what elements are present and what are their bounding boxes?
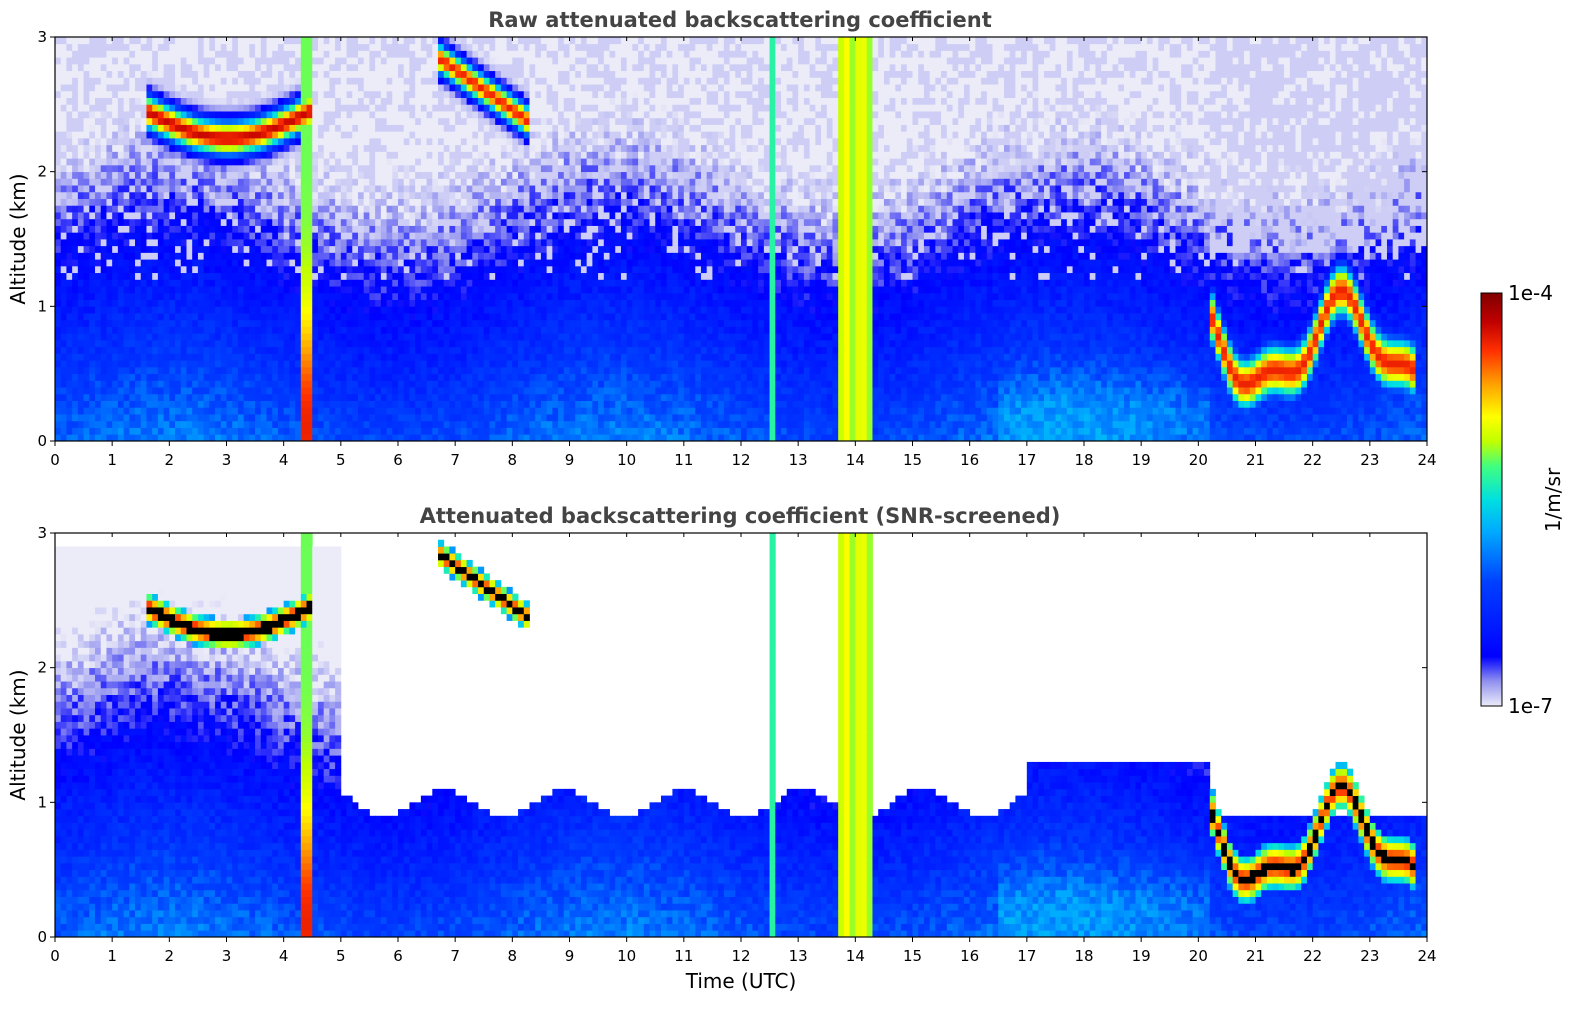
x-tick-label: 14 [846, 947, 865, 965]
y-tick-label: 3 [37, 524, 47, 542]
y-tick-label: 2 [37, 163, 47, 181]
x-tick-label: 19 [1132, 451, 1151, 469]
x-tick-label: 15 [903, 947, 922, 965]
x-tick-label: 3 [222, 451, 232, 469]
x-tick-label: 14 [846, 451, 865, 469]
bottom-y-axis-label: Altitude (km) [6, 669, 30, 800]
x-tick-label: 13 [789, 451, 808, 469]
x-tick-label: 5 [336, 947, 346, 965]
x-tick-label: 13 [789, 947, 808, 965]
x-tick-label: 12 [731, 451, 750, 469]
x-tick-label: 18 [1074, 451, 1093, 469]
x-tick-label: 9 [565, 947, 575, 965]
x-tick-label: 4 [279, 451, 289, 469]
colorbar-gradient [1481, 293, 1502, 706]
x-tick-label: 6 [393, 451, 403, 469]
x-tick-label: 22 [1303, 947, 1322, 965]
x-tick-label: 7 [450, 947, 460, 965]
x-tick-label: 21 [1246, 947, 1265, 965]
y-tick-label: 3 [37, 28, 47, 46]
colorbar-max-label: 1e-4 [1508, 281, 1553, 305]
top-heatmap [55, 37, 1427, 441]
y-tick-label: 1 [37, 297, 47, 315]
x-tick-label: 12 [731, 947, 750, 965]
top-panel: Raw attenuated backscattering coefficien… [6, 8, 1437, 469]
colorbar: 1e-4 1e-7 1/m/sr [1481, 281, 1565, 718]
x-tick-label: 17 [1017, 451, 1036, 469]
bottom-panel-title: Attenuated backscattering coefficient (S… [420, 504, 1061, 528]
x-tick-label: 20 [1189, 451, 1208, 469]
x-tick-label: 8 [508, 451, 518, 469]
x-tick-label: 17 [1017, 947, 1036, 965]
x-tick-label: 9 [565, 451, 575, 469]
x-tick-label: 23 [1360, 947, 1379, 965]
x-tick-label: 10 [617, 947, 636, 965]
y-tick-label: 0 [37, 432, 47, 450]
x-axis-label: Time (UTC) [685, 969, 797, 993]
x-tick-label: 7 [450, 451, 460, 469]
colorbar-unit-label: 1/m/sr [1541, 467, 1565, 532]
x-tick-label: 11 [674, 451, 693, 469]
x-tick-label: 0 [50, 451, 60, 469]
top-panel-title: Raw attenuated backscattering coefficien… [488, 8, 992, 32]
x-tick-label: 5 [336, 451, 346, 469]
x-tick-label: 8 [508, 947, 518, 965]
x-tick-label: 22 [1303, 451, 1322, 469]
x-tick-label: 18 [1074, 947, 1093, 965]
x-tick-label: 23 [1360, 451, 1379, 469]
x-tick-label: 2 [165, 947, 175, 965]
bottom-heatmap [55, 533, 1427, 937]
x-tick-label: 15 [903, 451, 922, 469]
x-tick-label: 6 [393, 947, 403, 965]
x-tick-label: 11 [674, 947, 693, 965]
x-tick-label: 16 [960, 947, 979, 965]
x-tick-label: 19 [1132, 947, 1151, 965]
y-tick-label: 2 [37, 659, 47, 677]
x-tick-label: 20 [1189, 947, 1208, 965]
x-tick-label: 3 [222, 947, 232, 965]
x-tick-label: 10 [617, 451, 636, 469]
top-y-axis-label: Altitude (km) [6, 173, 30, 304]
x-tick-label: 16 [960, 451, 979, 469]
colorbar-min-label: 1e-7 [1508, 694, 1553, 718]
y-tick-label: 1 [37, 793, 47, 811]
x-tick-label: 1 [107, 947, 117, 965]
bottom-panel: Attenuated backscattering coefficient (S… [6, 504, 1437, 993]
x-tick-label: 24 [1417, 451, 1436, 469]
x-tick-label: 0 [50, 947, 60, 965]
x-tick-label: 21 [1246, 451, 1265, 469]
y-tick-label: 0 [37, 928, 47, 946]
x-tick-label: 2 [165, 451, 175, 469]
x-tick-label: 24 [1417, 947, 1436, 965]
x-tick-label: 1 [107, 451, 117, 469]
x-tick-label: 4 [279, 947, 289, 965]
